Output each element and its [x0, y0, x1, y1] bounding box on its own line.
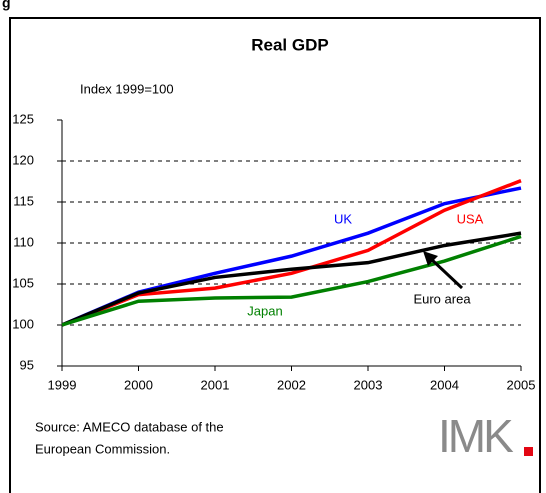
- x-tick-label: 2001: [201, 377, 230, 392]
- x-tick-label: 1999: [48, 377, 77, 392]
- y-tick-label: 95: [20, 357, 34, 372]
- x-tick-label: 2003: [354, 377, 383, 392]
- x-tick-label: 2004: [430, 377, 459, 392]
- x-tick-label: 2005: [507, 377, 536, 392]
- series-label: UK: [334, 211, 352, 226]
- y-tick-label: 125: [12, 111, 34, 126]
- x-tick-label: 2000: [124, 377, 153, 392]
- frame: [9, 17, 541, 493]
- y-tick-label: 120: [12, 152, 34, 167]
- source-line: European Commission.: [35, 441, 170, 456]
- line-series: [61, 234, 522, 327]
- y-tick-label: 115: [13, 193, 34, 208]
- chart-title: Real GDP: [251, 35, 328, 54]
- logo-dot: [524, 447, 533, 456]
- header-fragment: g: [2, 0, 11, 11]
- annotation-arrowhead: [423, 251, 438, 266]
- y-tick-label: 100: [12, 316, 34, 331]
- y-axis-label: Index 1999=100: [80, 81, 174, 96]
- x-tick-label: 2002: [277, 377, 306, 392]
- y-tick-label: 105: [12, 275, 34, 290]
- line-series: [61, 231, 522, 327]
- series-label: Japan: [247, 303, 282, 318]
- annotation-arrow: [428, 256, 464, 290]
- series-label: USA: [457, 211, 484, 226]
- series-label: Euro area: [413, 291, 471, 306]
- y-tick-label: 110: [13, 234, 34, 249]
- logo: IMK: [438, 410, 514, 462]
- source-line: Source: AMECO database of the: [35, 419, 224, 434]
